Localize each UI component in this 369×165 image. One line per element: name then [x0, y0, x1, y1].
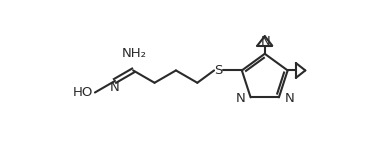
Text: HO: HO [73, 86, 93, 99]
Text: N: N [235, 92, 245, 105]
Text: N: N [110, 81, 120, 94]
Text: N: N [284, 92, 294, 105]
Text: NH₂: NH₂ [122, 47, 147, 60]
Text: S: S [214, 64, 223, 77]
Text: N: N [261, 35, 270, 48]
